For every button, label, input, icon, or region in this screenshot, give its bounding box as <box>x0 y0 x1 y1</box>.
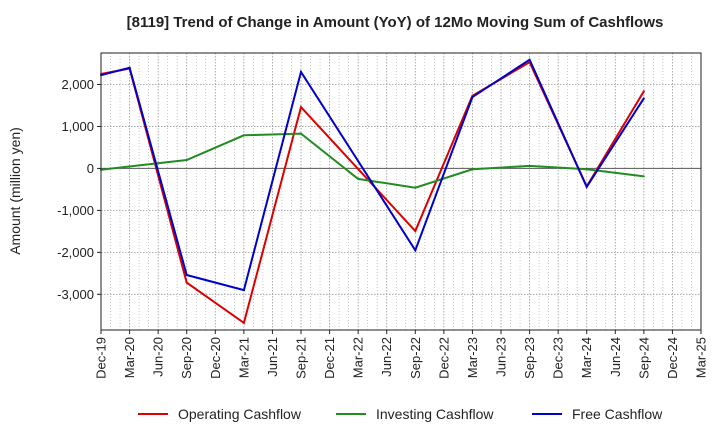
data-point-operating-cashflow <box>414 229 417 232</box>
x-tick-label: Jun-23 <box>494 337 509 377</box>
x-tick-label: Jun-24 <box>608 337 623 377</box>
data-point-free-cashflow <box>300 70 302 73</box>
x-tick-label: Dec-21 <box>322 337 337 379</box>
data-point-operating-cashflow <box>185 281 188 284</box>
y-tick-label: 2,000 <box>61 77 94 92</box>
series-line-free-cashflow <box>100 58 645 292</box>
data-point-free-cashflow <box>128 66 131 69</box>
data-point-free-cashflow <box>642 97 645 100</box>
x-tick-label: Mar-20 <box>122 337 137 378</box>
data-point-free-cashflow <box>471 96 474 99</box>
y-tick-label: -3,000 <box>57 287 94 302</box>
x-tick-label: Dec-20 <box>208 337 223 379</box>
x-tick-label: Sep-21 <box>294 337 309 379</box>
data-point-operating-cashflow <box>300 106 302 109</box>
data-point-investing-cashflow <box>471 168 474 171</box>
data-point-operating-cashflow <box>242 321 245 324</box>
x-tick-label: Sep-20 <box>179 337 194 379</box>
x-tick-label: Mar-21 <box>236 337 251 378</box>
data-point-free-cashflow <box>242 289 245 292</box>
data-point-free-cashflow <box>528 58 531 61</box>
series-layer <box>100 58 645 325</box>
data-point-investing-cashflow <box>357 177 360 180</box>
data-point-free-cashflow <box>185 274 188 277</box>
data-point-investing-cashflow <box>528 164 531 167</box>
x-tick-label: Mar-25 <box>694 337 709 378</box>
x-tick-label: Mar-22 <box>351 337 366 378</box>
x-tick-label: Sep-22 <box>408 337 423 379</box>
data-point-investing-cashflow <box>300 132 302 135</box>
y-tick-label: -2,000 <box>57 245 94 260</box>
series-line-operating-cashflow <box>100 60 645 325</box>
x-tick-label: Mar-24 <box>579 337 594 378</box>
x-tick-label: Dec-23 <box>551 337 566 379</box>
x-tick-label: Sep-23 <box>522 337 537 379</box>
data-point-investing-cashflow <box>642 175 645 178</box>
x-tick-label: Mar-23 <box>465 337 480 378</box>
x-tick-label: Jun-21 <box>265 337 280 377</box>
legend-label-operating-cashflow: Operating Cashflow <box>178 406 302 422</box>
x-tick-label: Sep-24 <box>636 337 651 379</box>
x-tick-label: Jun-22 <box>379 337 394 377</box>
data-point-operating-cashflow <box>642 90 645 93</box>
data-point-free-cashflow <box>585 185 588 188</box>
chart-title: [8119] Trend of Change in Amount (YoY) o… <box>127 14 664 31</box>
data-point-investing-cashflow <box>414 186 417 189</box>
data-point-investing-cashflow <box>242 134 245 137</box>
y-tick-label: 0 <box>87 161 94 176</box>
x-ticks: Dec-19 Mar-20 Jun-20 Sep-20 Dec-20 Mar-21 Jun-… <box>94 330 709 379</box>
y-axis-label: Amount (million yen) <box>7 127 23 255</box>
plot-frame <box>100 52 702 331</box>
x-tick-label: Dec-24 <box>665 337 680 379</box>
series-line-investing-cashflow <box>100 132 645 189</box>
x-tick-label: Dec-22 <box>436 337 451 379</box>
grid <box>101 53 701 330</box>
legend-label-investing-cashflow: Investing Cashflow <box>376 406 494 422</box>
y-ticks: 2,000 1,000 0 -1,000 -2,000 -3,000 <box>57 77 101 302</box>
y-tick-label: -1,000 <box>57 203 94 218</box>
legend: Operating Cashflow Investing Cashflow Free… <box>138 406 663 422</box>
x-tick-label: Dec-19 <box>94 337 109 379</box>
data-point-investing-cashflow <box>585 168 588 171</box>
data-point-investing-cashflow <box>185 159 188 162</box>
x-tick-label: Jun-20 <box>151 337 166 377</box>
data-point-free-cashflow <box>414 249 417 252</box>
y-tick-label: 1,000 <box>61 119 94 134</box>
legend-label-free-cashflow: Free Cashflow <box>572 406 663 422</box>
